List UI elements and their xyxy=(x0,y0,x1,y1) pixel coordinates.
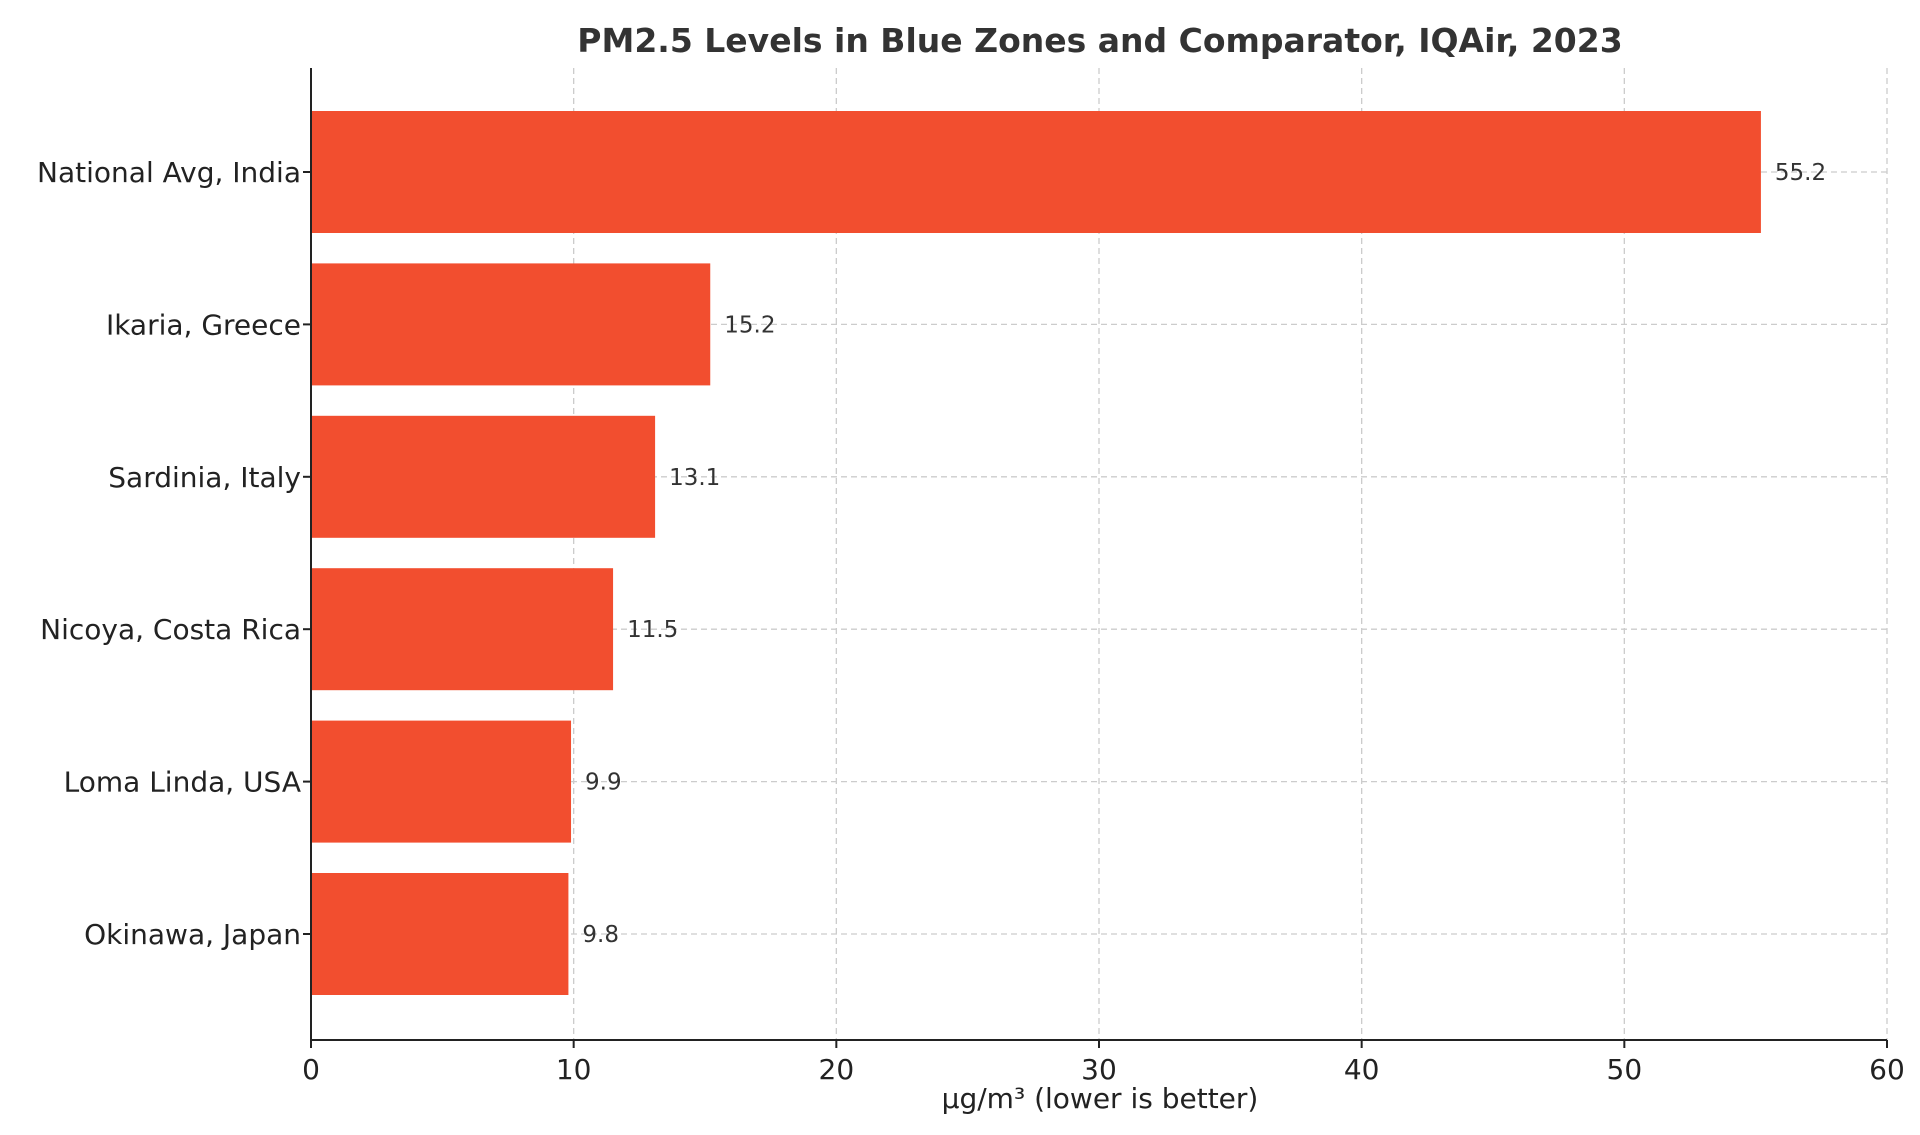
bar xyxy=(311,111,1761,233)
axes: National Avg, India Ikaria, Greece Sardini… xyxy=(37,68,1905,1086)
bar xyxy=(311,568,614,691)
y-tick-label: Okinawa, Japan xyxy=(84,918,301,951)
y-tick-label: Ikaria, Greece xyxy=(106,308,301,341)
x-tick-label: 50 xyxy=(1607,1053,1643,1086)
bar xyxy=(311,263,711,386)
bar-value-label: 9.8 xyxy=(582,922,619,948)
x-tick-label: 40 xyxy=(1344,1053,1380,1086)
x-tick-label: 30 xyxy=(1081,1053,1117,1086)
bar-value-label: 11.5 xyxy=(627,617,678,643)
x-tick-label: 20 xyxy=(819,1053,855,1086)
y-tick-label: National Avg, India xyxy=(37,156,301,189)
bar-value-label: 55.2 xyxy=(1775,160,1826,186)
bar xyxy=(311,873,569,995)
bars: 55.2 15.2 13.1 11.5 9.9 9.8 xyxy=(311,111,1826,995)
x-tick-label: 10 xyxy=(556,1053,592,1086)
x-axis-label: µg/m³ (lower is better) xyxy=(942,1082,1259,1115)
bar xyxy=(311,415,656,538)
chart-title: PM2.5 Levels in Blue Zones and Comparato… xyxy=(577,21,1622,60)
x-tick-label: 0 xyxy=(302,1053,320,1086)
y-tick-label: Loma Linda, USA xyxy=(64,766,301,799)
bar xyxy=(311,720,572,843)
y-tick-label: Nicoya, Costa Rica xyxy=(40,613,301,646)
bar-value-label: 13.1 xyxy=(669,465,720,491)
bar-value-label: 15.2 xyxy=(724,312,775,338)
x-tick-label: 60 xyxy=(1869,1053,1905,1086)
y-tick-label: Sardinia, Italy xyxy=(108,461,301,494)
bar-value-label: 9.9 xyxy=(585,770,622,796)
